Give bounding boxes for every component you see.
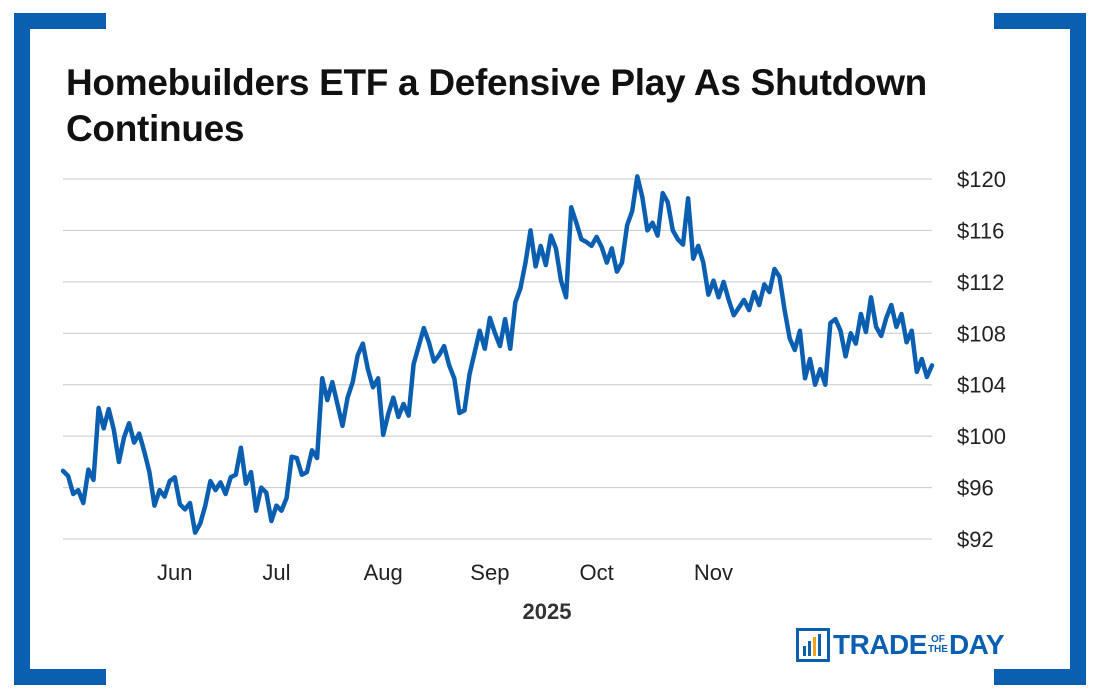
gridlines xyxy=(63,178,932,540)
logo-trade: TRADE xyxy=(833,629,927,660)
x-tick-label: Oct xyxy=(579,560,613,585)
y-tick-label: $112 xyxy=(957,270,1004,295)
trade-of-the-day-logo: TRADE OF THE DAY xyxy=(796,627,1005,663)
logo-wordmark: TRADE OF THE DAY xyxy=(833,629,1005,660)
x-tick-label: Jul xyxy=(262,560,290,585)
right-frame-bracket xyxy=(994,13,1086,685)
y-tick-label: $92 xyxy=(957,527,994,552)
x-tick-label: Aug xyxy=(364,560,403,585)
x-axis-label: 2025 xyxy=(523,599,572,624)
y-tick-label: $120 xyxy=(957,167,1006,192)
y-tick-label: $96 xyxy=(957,476,994,501)
logo-the: THE xyxy=(927,644,948,655)
y-tick-label: $100 xyxy=(957,424,1006,449)
y-tick-label: $104 xyxy=(957,373,1006,398)
bar-chart-icon xyxy=(796,628,830,662)
logo-of-the: OF THE xyxy=(928,635,948,655)
series-line xyxy=(60,174,935,535)
chart-title: Homebuilders ETF a Defensive Play As Shu… xyxy=(66,62,927,149)
left-frame-bracket xyxy=(14,13,106,685)
logo-of: OF xyxy=(931,634,945,645)
x-tick-label: Sep xyxy=(470,560,509,585)
x-axis-ticks: Jun Jul Aug Sep Oct Nov xyxy=(157,560,733,585)
logo-day: DAY xyxy=(948,629,1005,660)
series-layer xyxy=(60,174,935,535)
x-tick-label: Jun xyxy=(157,560,192,585)
x-tick-label: Nov xyxy=(694,560,733,585)
y-tick-label: $116 xyxy=(957,218,1004,243)
y-tick-label: $108 xyxy=(957,321,1006,346)
y-axis-ticks: $92 $96 $100 $104 $108 $112 $116 $120 xyxy=(957,167,1006,552)
